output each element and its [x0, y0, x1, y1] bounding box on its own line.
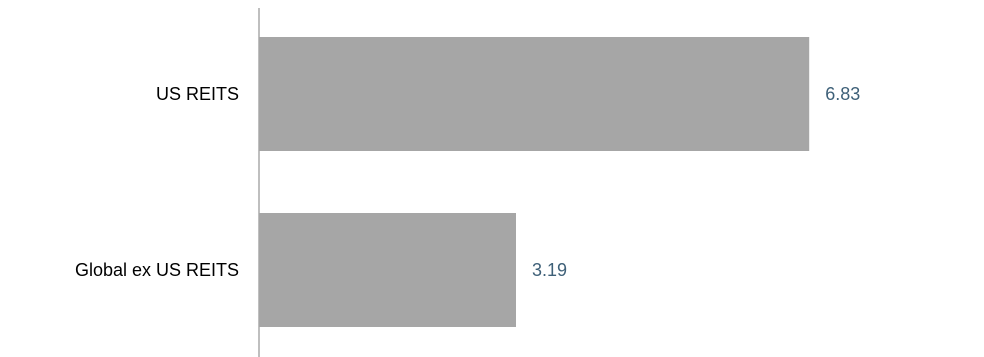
bar-global-ex-us-reits [259, 213, 516, 327]
value-label-global-ex-us-reits: 3.19 [532, 260, 567, 280]
bars-layer [259, 37, 810, 327]
bar-us-reits [259, 37, 810, 151]
labels-layer: US REITS 6.83 Global ex US REITS 3.19 [75, 84, 860, 280]
value-label-us-reits: 6.83 [825, 84, 860, 104]
category-label-global-ex-us-reits: Global ex US REITS [75, 260, 239, 280]
category-label-us-reits: US REITS [156, 84, 239, 104]
